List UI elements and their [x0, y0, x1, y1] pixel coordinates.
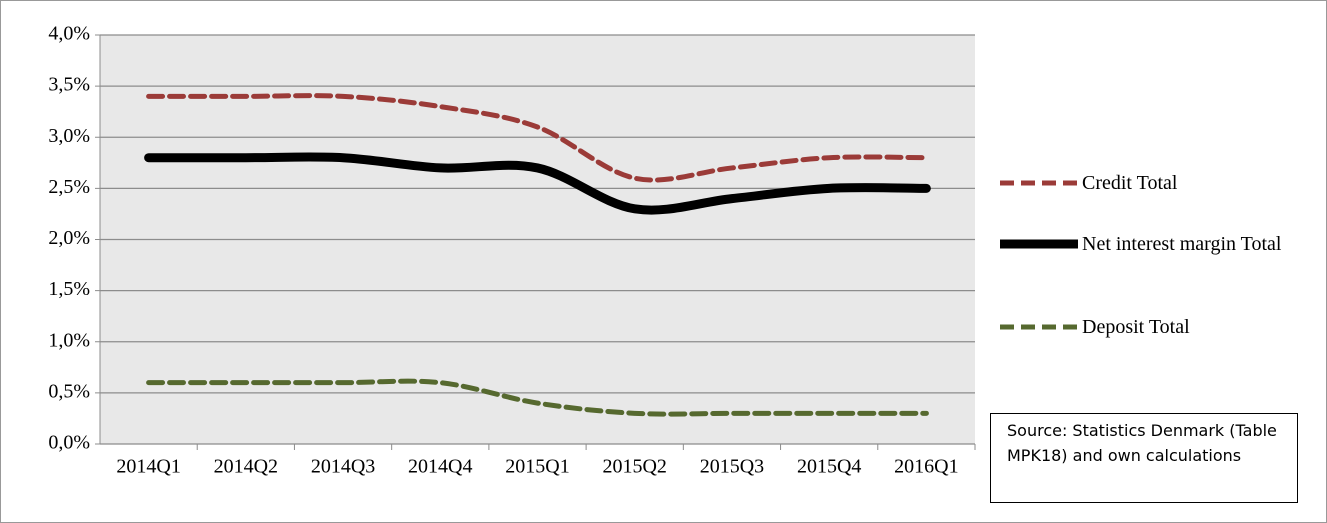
x-tick-label: 2015Q1 [505, 456, 569, 478]
x-tick-label: 2014Q3 [311, 456, 375, 478]
x-tick-label: 2016Q1 [894, 456, 958, 478]
y-tick-label: 4,0% [48, 23, 90, 45]
series-line [146, 93, 929, 183]
legend-label: Credit Total [1082, 172, 1178, 194]
y-tick-label: 0,5% [48, 380, 90, 402]
source-note: Source: Statistics Denmark (Table MPK18)… [990, 413, 1298, 503]
legend-label: Deposit Total [1082, 316, 1190, 338]
x-tick-label: 2015Q3 [700, 456, 764, 478]
series-line [144, 152, 931, 215]
x-tick-label: 2014Q2 [214, 456, 278, 478]
y-tick-label: 1,5% [48, 278, 90, 300]
series-line [146, 378, 929, 417]
y-tick-label: 2,5% [48, 176, 90, 198]
y-tick-label: 2,0% [48, 227, 90, 249]
x-tick-label: 2014Q4 [408, 456, 472, 478]
x-tick-label: 2015Q2 [602, 456, 666, 478]
y-tick-label: 1,0% [48, 329, 90, 351]
x-tick-label: 2014Q1 [116, 456, 180, 478]
y-tick-label: 0,0% [48, 432, 90, 454]
legend-label: Net interest margin Total [1082, 233, 1282, 255]
x-tick-label: 2015Q4 [797, 456, 861, 478]
y-tick-label: 3,5% [48, 74, 90, 96]
y-tick-label: 3,0% [48, 125, 90, 147]
